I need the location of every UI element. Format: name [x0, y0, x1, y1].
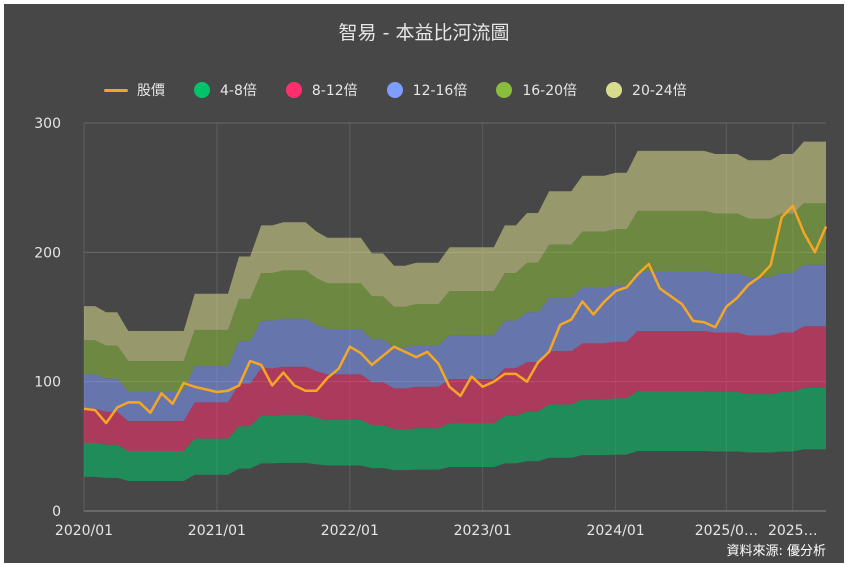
x-tick-label: 2024/01 [586, 523, 644, 539]
legend-item-8-12[interactable]: 8-12倍 [285, 80, 358, 100]
legend-swatch-20-24 [606, 82, 623, 98]
legend-label-12-16: 12-16倍 [412, 83, 468, 99]
legend-item-4-8[interactable]: 4-8倍 [194, 80, 257, 100]
plot-area: 0 100 200 300 2020/01 2021/01 2022/01 2023/01 20… [34, 116, 828, 539]
legend-swatch-12-16 [386, 82, 403, 98]
x-tick-label: 2023/01 [454, 523, 512, 539]
legend-swatch-price [104, 88, 128, 92]
legend-label-8-12: 8-12倍 [311, 83, 358, 99]
band-8-12倍 [84, 326, 826, 451]
legend-label-4-8: 4-8倍 [220, 83, 257, 99]
band-4-8倍 [84, 387, 826, 481]
x-tick-label: 2020/01 [55, 523, 113, 539]
band-20-24倍 [84, 141, 826, 361]
legend-swatch-16-20 [496, 82, 513, 98]
legend-item-20-24[interactable]: 20-24倍 [606, 80, 687, 100]
legend-item-12-16[interactable]: 12-16倍 [386, 80, 468, 100]
legend-swatch-8-12 [285, 82, 302, 98]
chart-legend: 股價 4-8倍 8-12倍 12-16倍 16-20倍 20-24倍 [104, 80, 716, 100]
band-16-20倍 [84, 203, 826, 391]
price-line [83, 204, 828, 425]
y-tick-label: 100 [34, 375, 61, 391]
x-tick-label: 2025… [768, 523, 818, 539]
y-tick-label: 300 [34, 116, 61, 132]
legend-item-price[interactable]: 股價 [104, 80, 165, 100]
x-tick-label: 2021/01 [188, 523, 246, 539]
legend-label-16-20: 16-20倍 [522, 83, 578, 99]
legend-label-20-24: 20-24倍 [632, 83, 687, 99]
legend-label-price: 股價 [137, 83, 165, 99]
x-tick-label: 2022/01 [321, 523, 379, 539]
chart-title: 智易 - 本益比河流圖 [338, 22, 510, 44]
chart-frame: 智易 - 本益比河流圖 股價 4-8倍 8-12倍 12-16倍 16-20倍 … [4, 4, 844, 563]
band-12-16倍 [84, 264, 826, 421]
source-note: 資料來源: 優分析 [726, 544, 826, 559]
x-tick-label: 2025/0… [695, 523, 758, 539]
y-tick-label: 200 [34, 245, 61, 261]
legend-swatch-4-8 [194, 82, 210, 98]
legend-item-16-20[interactable]: 16-20倍 [496, 80, 577, 100]
y-tick-label: 0 [52, 504, 61, 520]
